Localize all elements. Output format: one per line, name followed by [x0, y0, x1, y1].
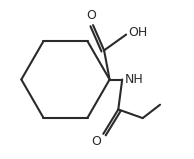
Text: O: O [87, 9, 96, 22]
Text: OH: OH [128, 26, 148, 39]
Text: NH: NH [125, 73, 143, 86]
Text: O: O [91, 135, 101, 149]
